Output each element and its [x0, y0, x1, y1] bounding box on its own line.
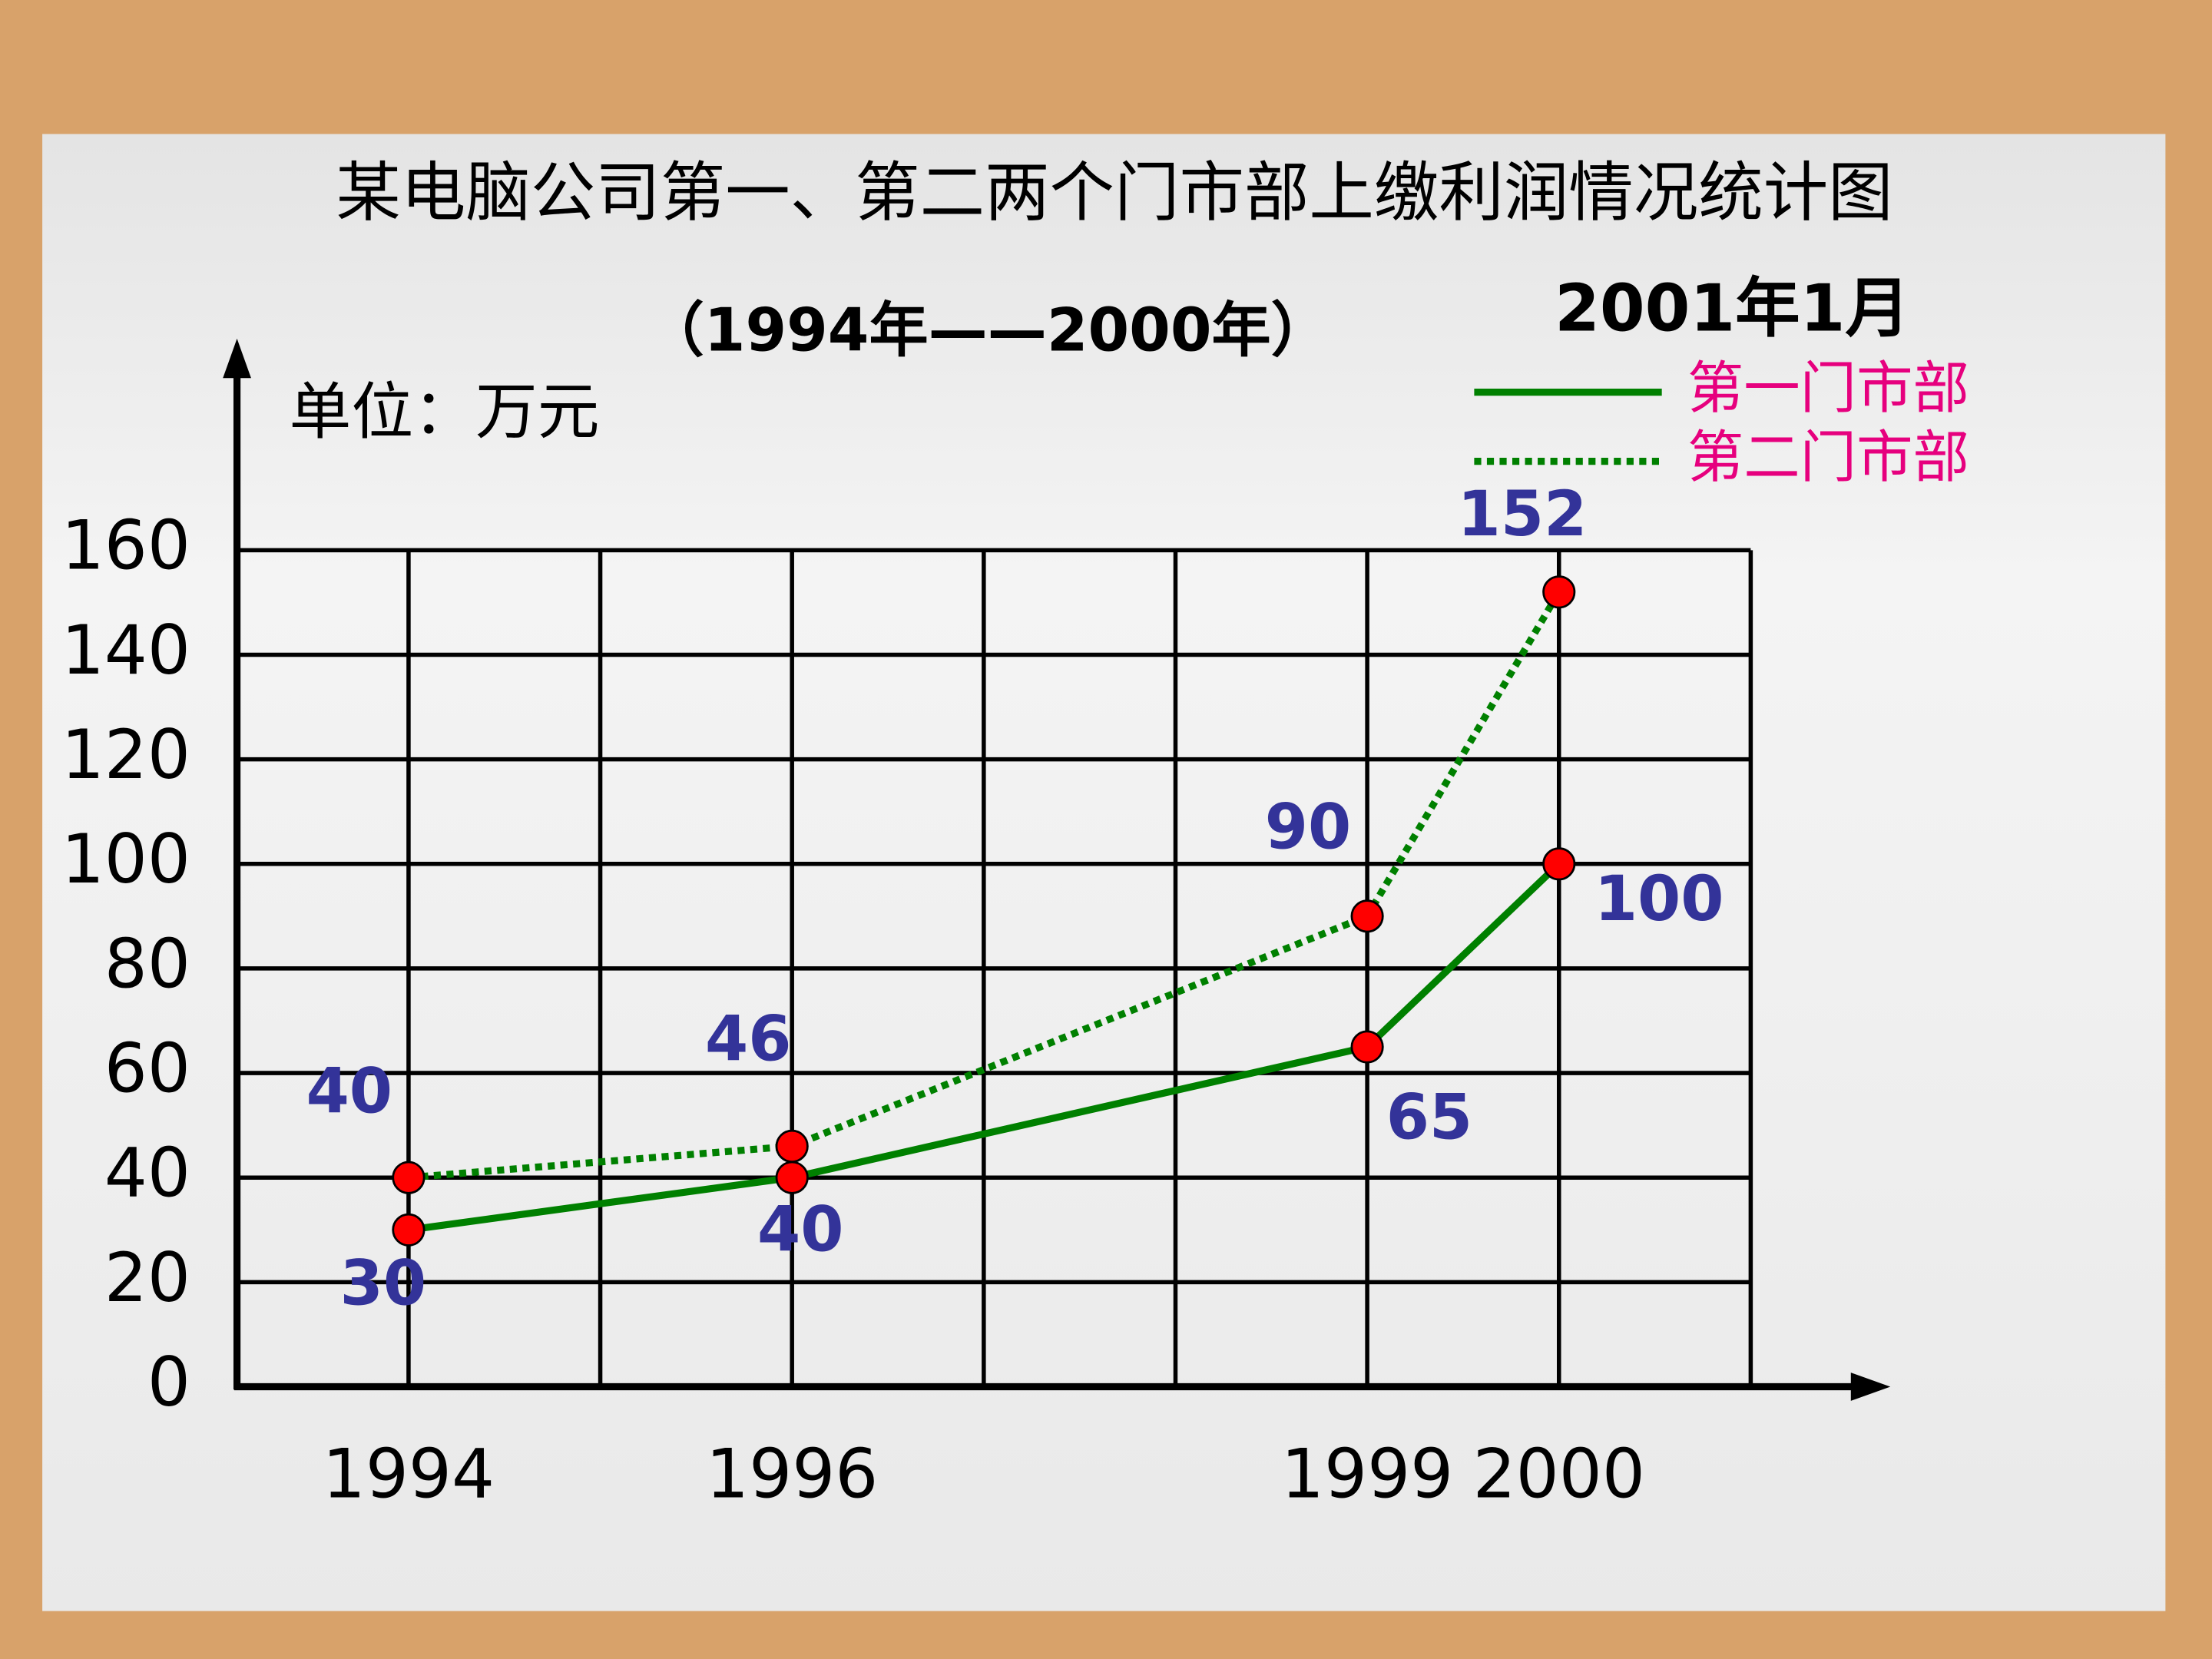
marker: [1542, 575, 1576, 609]
x-tick-label: 2000: [1473, 1434, 1645, 1513]
y-axis-arrow: [223, 338, 251, 379]
y-tick-label: 120: [61, 715, 190, 794]
value-label: 65: [1386, 1081, 1472, 1154]
legend-label: 第一门市部: [1687, 356, 1969, 422]
chart-subtitle: （1994年——2000年）: [645, 296, 1330, 365]
series-line: [408, 590, 1562, 1181]
value-label: 46: [705, 1003, 791, 1075]
value-label: 40: [306, 1056, 392, 1128]
value-label: 30: [340, 1248, 426, 1320]
marker: [1350, 1030, 1384, 1064]
y-tick-label: 20: [104, 1238, 190, 1317]
x-tick-label: 1999: [1281, 1434, 1453, 1513]
y-tick-label: 80: [104, 924, 190, 1003]
y-tick-label: 140: [61, 611, 190, 690]
x-axis-arrow: [1850, 1373, 1891, 1401]
panel: [42, 134, 2166, 1611]
series-line: [408, 861, 1561, 1233]
marker: [392, 1213, 426, 1247]
value-label: 100: [1594, 863, 1724, 935]
y-tick-label: 160: [61, 506, 190, 585]
value-label: 152: [1458, 478, 1588, 551]
y-tick-label: 100: [61, 820, 190, 899]
marker: [392, 1161, 426, 1194]
x-tick-label: 1996: [706, 1434, 878, 1513]
value-label: 90: [1265, 792, 1351, 864]
x-tick-label: 1994: [323, 1434, 495, 1513]
legend-title: 2001年1月: [1555, 271, 1910, 346]
y-tick-label: 0: [147, 1343, 190, 1422]
unit-label: 单位：万元: [290, 376, 600, 449]
marker: [775, 1161, 809, 1194]
marker: [1350, 899, 1384, 933]
value-label: 40: [757, 1194, 843, 1267]
chart-title: 某电脑公司第一、第二两个门市部上缴利润情况统计图: [336, 155, 1892, 230]
legend-label: 第二门市部: [1687, 426, 1969, 491]
y-tick-label: 60: [104, 1028, 190, 1108]
marker: [1542, 847, 1576, 881]
marker: [775, 1129, 809, 1163]
y-tick-label: 40: [104, 1134, 190, 1213]
